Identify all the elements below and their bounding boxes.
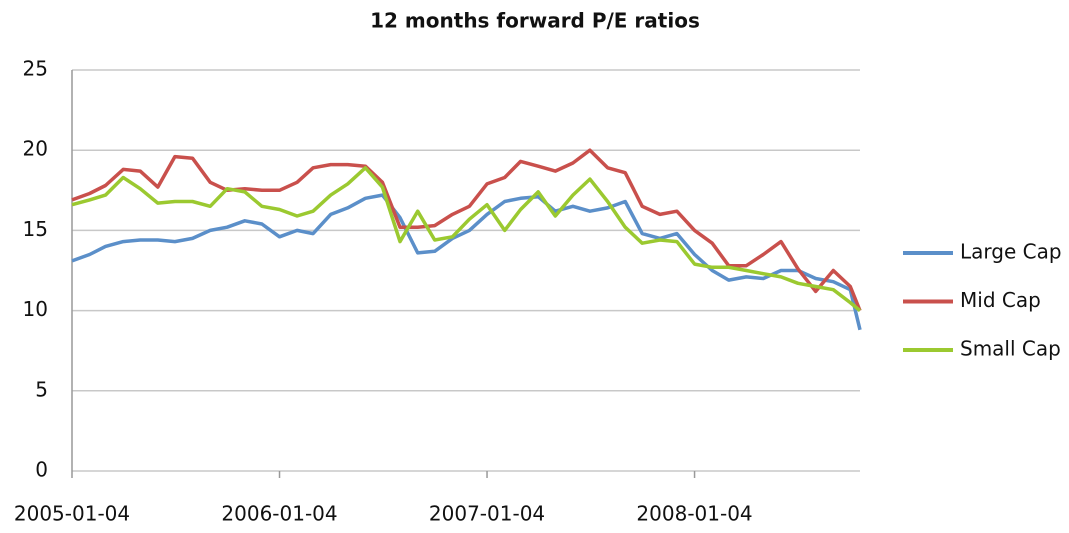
chart-title: 12 months forward P/E ratios	[370, 9, 700, 33]
y-tick-label: 0	[35, 458, 48, 482]
y-tick-label: 20	[23, 137, 48, 161]
y-tick-label: 5	[35, 377, 48, 401]
x-tick-label: 2008-01-04	[636, 502, 752, 526]
series-line	[71, 166, 862, 312]
y-tick-label: 15	[23, 217, 48, 241]
y-tick-label: 25	[23, 57, 48, 81]
x-tick-label: 2005-01-04	[14, 502, 130, 526]
legend-label: Mid Cap	[960, 288, 1041, 312]
x-tick-label: 2007-01-04	[429, 502, 545, 526]
legend-label: Large Cap	[960, 240, 1062, 264]
series-line	[71, 193, 862, 331]
series-line	[71, 148, 862, 312]
y-tick-label: 10	[23, 297, 48, 321]
x-tick-label: 2006-01-04	[221, 502, 337, 526]
legend-label: Small Cap	[960, 337, 1061, 361]
